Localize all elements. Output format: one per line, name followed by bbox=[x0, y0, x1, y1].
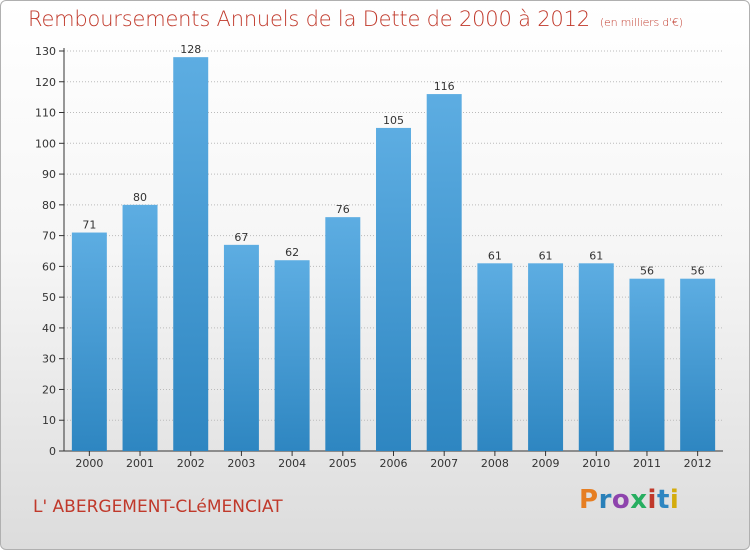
y-tick-label: 30 bbox=[42, 353, 56, 366]
logo-letter: i bbox=[647, 485, 657, 515]
data-label-2002: 128 bbox=[180, 43, 201, 56]
bar-2012[interactable] bbox=[680, 278, 716, 451]
bar-2001[interactable] bbox=[122, 204, 158, 451]
x-tick-label-2012: 2012 bbox=[684, 457, 712, 470]
x-tick-label-2008: 2008 bbox=[481, 457, 509, 470]
y-tick-label: 100 bbox=[35, 137, 56, 150]
bar-2003[interactable] bbox=[223, 244, 259, 451]
y-tick-label: 20 bbox=[42, 383, 56, 396]
labels: 0 10 20 30 40 50 60 70 80 90 100 110 120 130 71 2000 80 2… bbox=[35, 43, 712, 470]
logo-letter: x bbox=[630, 485, 648, 515]
x-tick-label-2009: 2009 bbox=[532, 457, 560, 470]
logo-letter: r bbox=[598, 485, 612, 515]
chart-title: Remboursements Annuels de la Dette de 20… bbox=[28, 7, 683, 31]
commune-name: L' ABERGEMENT-CLéMENCIAT bbox=[33, 497, 283, 517]
data-label-2009: 61 bbox=[539, 249, 553, 262]
data-label-2003: 67 bbox=[234, 231, 248, 244]
logo-letter: o bbox=[611, 485, 631, 515]
logo-letter: t bbox=[656, 485, 670, 515]
data-label-2007: 116 bbox=[434, 80, 455, 93]
chart-title-text: Remboursements Annuels de la Dette de 20… bbox=[28, 7, 590, 31]
bar-2002[interactable] bbox=[173, 57, 209, 452]
data-label-2005: 76 bbox=[336, 203, 350, 216]
data-label-2004: 62 bbox=[285, 246, 299, 259]
data-label-2012: 56 bbox=[691, 265, 705, 278]
x-tick-label-2010: 2010 bbox=[582, 457, 610, 470]
y-tick-label: 130 bbox=[35, 45, 56, 58]
x-tick-label-2011: 2011 bbox=[633, 457, 661, 470]
logo-letter: P bbox=[579, 485, 599, 515]
y-tick-label: 10 bbox=[42, 414, 56, 427]
x-tick-label-2000: 2000 bbox=[75, 457, 103, 470]
x-tick-label-2003: 2003 bbox=[227, 457, 255, 470]
x-tick-label-2007: 2007 bbox=[430, 457, 458, 470]
data-label-2001: 80 bbox=[133, 191, 147, 204]
x-tick-label-2002: 2002 bbox=[177, 457, 205, 470]
bar-2008[interactable] bbox=[477, 263, 513, 451]
y-tick-label: 50 bbox=[42, 291, 56, 304]
bar-2010[interactable] bbox=[578, 263, 614, 451]
bar-2011[interactable] bbox=[629, 278, 665, 451]
y-tick-label: 40 bbox=[42, 322, 56, 335]
x-tick-label-2004: 2004 bbox=[278, 457, 306, 470]
bar-2006[interactable] bbox=[376, 127, 411, 451]
data-label-2006: 105 bbox=[383, 114, 404, 127]
x-tick-label-2006: 2006 bbox=[380, 457, 408, 470]
x-tick-label-2005: 2005 bbox=[329, 457, 357, 470]
data-label-2000: 71 bbox=[82, 219, 96, 232]
bar-2007[interactable] bbox=[426, 94, 462, 452]
y-tick-label: 120 bbox=[35, 76, 56, 89]
y-tick-label: 90 bbox=[42, 168, 56, 181]
data-label-2011: 56 bbox=[640, 265, 654, 278]
y-tick-label: 110 bbox=[35, 107, 56, 120]
chart-unit-label: (en milliers d'€) bbox=[599, 16, 683, 29]
y-tick-label: 0 bbox=[49, 445, 56, 458]
bars bbox=[71, 57, 716, 452]
proxiti-logo[interactable]: Proxiti bbox=[579, 485, 679, 515]
bar-2005[interactable] bbox=[325, 217, 361, 451]
y-tick-label: 80 bbox=[42, 199, 56, 212]
bar-2004[interactable] bbox=[274, 260, 310, 451]
y-tick-label: 70 bbox=[42, 230, 56, 243]
x-tick-label-2001: 2001 bbox=[126, 457, 154, 470]
bar-2009[interactable] bbox=[528, 263, 564, 451]
data-label-2008: 61 bbox=[488, 249, 502, 262]
y-tick-label: 60 bbox=[42, 260, 56, 273]
logo-letter: i bbox=[669, 485, 680, 515]
bar-2000[interactable] bbox=[71, 232, 107, 451]
data-label-2010: 61 bbox=[589, 249, 603, 262]
